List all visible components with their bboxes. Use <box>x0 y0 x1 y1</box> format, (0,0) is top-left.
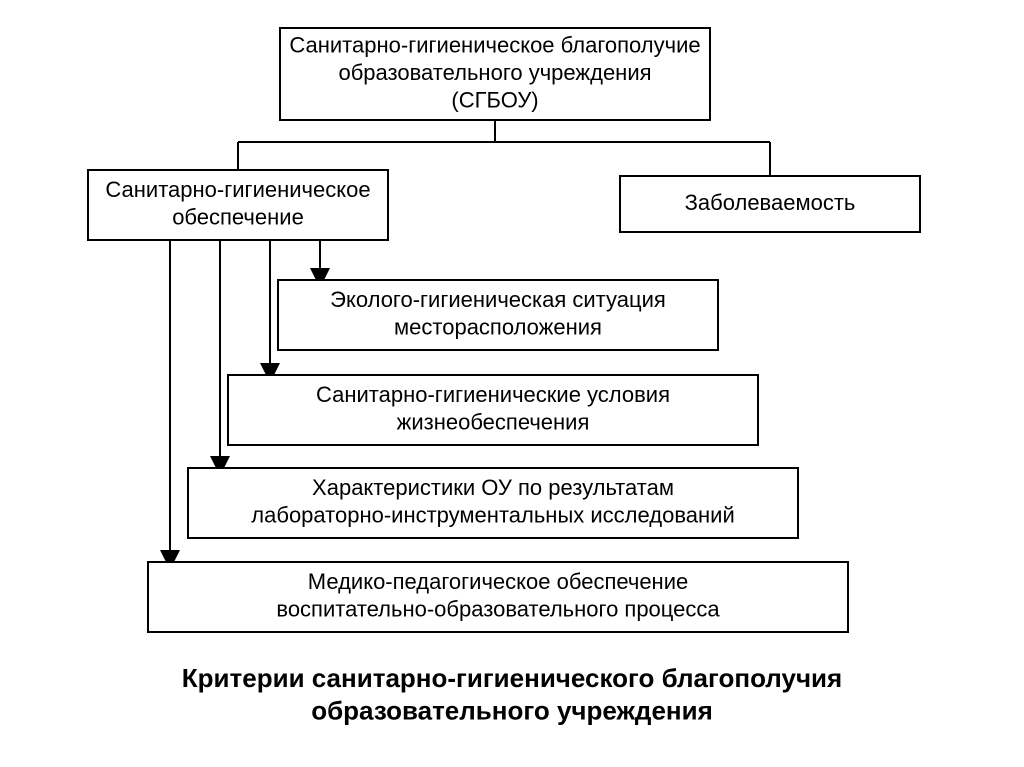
node-l3-line1: лабораторно-инструментальных исследовани… <box>251 503 734 528</box>
node-left-line0: Санитарно-гигиеническое <box>105 177 370 202</box>
caption-line1: образовательного учреждения <box>311 695 713 725</box>
node-root-line1: образовательного учреждения <box>338 60 651 85</box>
node-l3: Характеристики ОУ по результатам лаборато… <box>188 468 798 538</box>
caption-line0: Критерии санитарно-гигиенического благоп… <box>182 663 842 693</box>
node-l2-line1: жизнеобеспечения <box>397 410 590 435</box>
node-l4-line1: воспитательно-образовательного процесса <box>276 597 720 622</box>
node-l1-line1: месторасположения <box>394 315 602 340</box>
node-right-line0: Заболеваемость <box>685 190 856 215</box>
node-left: Санитарно-гигиеническое обеспечение <box>88 170 388 240</box>
node-right: Заболеваемость <box>620 176 920 232</box>
node-l2-line0: Санитарно-гигиенические условия <box>316 382 670 407</box>
node-left-line1: обеспечение <box>172 205 304 230</box>
node-l4-line0: Медико-педагогическое обеспечение <box>308 569 688 594</box>
node-l2: Санитарно-гигиенические условия жизнеобес… <box>228 375 758 445</box>
node-l3-line0: Характеристики ОУ по результатам <box>312 475 674 500</box>
node-root-line2: (СГБОУ) <box>451 87 538 112</box>
node-l4: Медико-педагогическое обеспечение воспита… <box>148 562 848 632</box>
node-root-line0: Санитарно-гигиеническое благополучие <box>289 32 700 57</box>
node-l1: Эколого-гигиеническая ситуация местораспо… <box>278 280 718 350</box>
node-l1-line0: Эколого-гигиеническая ситуация <box>330 287 666 312</box>
diagram-canvas: Санитарно-гигиеническое благополучие обра… <box>0 0 1024 767</box>
node-root: Санитарно-гигиеническое благополучие обра… <box>280 28 710 120</box>
